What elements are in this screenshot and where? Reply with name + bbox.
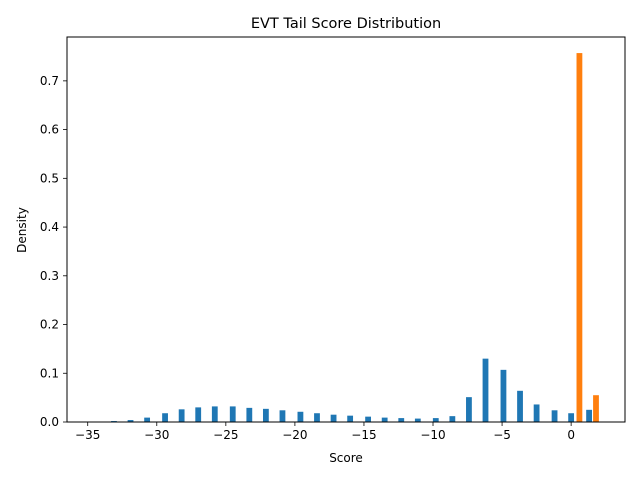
bar-series-1-7: [211, 406, 218, 422]
x-tick-label: −15: [351, 428, 376, 442]
bar-series-1-24: [500, 369, 507, 422]
bar-series-1-6: [195, 407, 202, 422]
bar-series-1-12: [297, 411, 304, 422]
y-tick-label: 0.5: [40, 171, 59, 185]
bar-series-1-27: [551, 410, 558, 422]
y-tick-label: 0.2: [40, 318, 59, 332]
bar-series-1-23: [482, 358, 489, 422]
plot-frame: [66, 36, 626, 423]
bar-series-1-25: [517, 390, 523, 422]
y-tick-label: 0.6: [40, 123, 59, 137]
bar-series-1-22: [466, 397, 472, 422]
bar-series-2-2: [593, 395, 599, 422]
bar-series-1-15: [347, 415, 354, 422]
x-tick-label: −25: [213, 428, 238, 442]
bar-series-1-19: [414, 418, 421, 422]
bar-series-1-16: [365, 416, 371, 422]
bar-series-1-29: [586, 409, 592, 422]
bar-series-1-14: [330, 414, 337, 422]
bar-series-1-2: [127, 420, 134, 422]
y-tick-label: 0.1: [40, 366, 59, 380]
y-tick-label: 0.4: [40, 220, 59, 234]
x-tick-label: −30: [144, 428, 169, 442]
x-axis-label: Score: [329, 451, 363, 465]
x-tick-label: −5: [493, 428, 511, 442]
bar-series-1-9: [246, 407, 253, 422]
x-tick-label: 0: [567, 428, 575, 442]
bar-series-1-13: [314, 413, 320, 422]
bar-series-1-4: [162, 413, 168, 422]
bar-series-1-18: [398, 418, 405, 422]
bar-series-1-20: [432, 418, 439, 422]
bar-series-2-1: [576, 53, 583, 422]
bars-group: [111, 53, 599, 422]
y-axis-label: Density: [15, 207, 29, 253]
bar-series-1-26: [533, 404, 540, 422]
y-axis: 0.0 0.1 0.2 0.3 0.4 0.5 0.6 0.7: [40, 74, 67, 429]
x-tick-label: −10: [420, 428, 445, 442]
bar-series-1-17: [381, 417, 388, 422]
bar-series-1-11: [279, 410, 286, 422]
x-tick-label: −35: [75, 428, 100, 442]
x-axis: −35 −30 −25 −20 −15 −10 −5 0: [75, 422, 575, 442]
y-tick-label: 0.7: [40, 74, 59, 88]
bar-series-1-21: [449, 416, 456, 422]
y-tick-label: 0.3: [40, 269, 59, 283]
bar-series-1-8: [229, 406, 236, 422]
x-tick-label: −20: [282, 428, 307, 442]
bar-series-1-3: [144, 417, 151, 422]
y-tick-label: 0.0: [40, 415, 59, 429]
bar-series-1-5: [178, 409, 185, 422]
bar-series-1-10: [262, 408, 269, 422]
chart-title: EVT Tail Score Distribution: [251, 16, 441, 32]
bar-series-1-28: [568, 413, 575, 422]
